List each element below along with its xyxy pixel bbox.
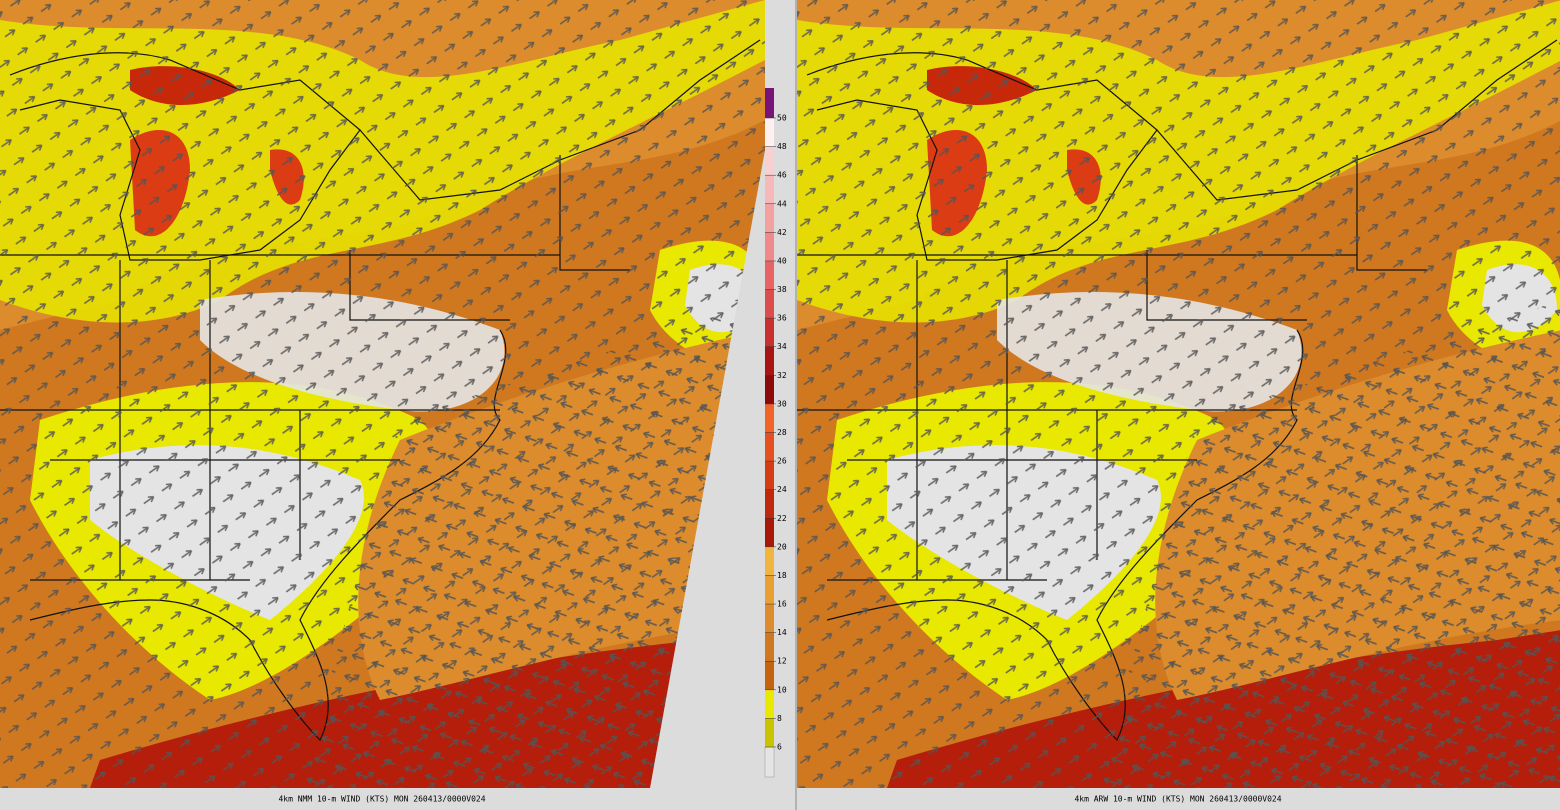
colorbar-label: 26 <box>777 457 787 466</box>
colorbar-segment <box>765 232 774 261</box>
colorbar-label: 48 <box>777 142 787 151</box>
colorbar-label: 18 <box>777 571 787 580</box>
colorbar-segment <box>765 518 774 547</box>
colorbar-segment <box>765 403 774 433</box>
colorbar-segment <box>765 632 774 662</box>
panel-caption: 4km ARW 10-m WIND (KTS) MON 260413/0000V… <box>1074 795 1281 804</box>
colorbar-label: 34 <box>777 342 787 351</box>
colorbar-segment <box>765 689 774 719</box>
colorbar-segment <box>765 432 774 462</box>
colorbar-label: 36 <box>777 314 787 323</box>
colorbar-label: 10 <box>777 685 787 694</box>
colorbar-label: 24 <box>777 485 787 494</box>
colorbar-segment <box>765 346 774 376</box>
colorbar-segment <box>765 661 774 690</box>
colorbar-segment <box>765 146 774 176</box>
colorbar-segment <box>765 546 774 576</box>
panel-caption: 4km NMM 10-m WIND (KTS) MON 260413/0000V… <box>278 795 485 804</box>
map-panel-nmm <box>0 0 765 788</box>
colorbar-label: 20 <box>777 542 787 551</box>
colorbar-segment <box>765 175 774 204</box>
colorbar-label: 30 <box>777 399 787 408</box>
colorbar-label: 46 <box>777 171 787 180</box>
colorbar-label: 50 <box>777 114 787 123</box>
colorbar-segment <box>765 604 774 633</box>
colorbar-label: 40 <box>777 256 787 265</box>
colorbar-segment <box>765 203 774 233</box>
colorbar-label: 44 <box>777 199 787 208</box>
colorbar-label: 16 <box>777 600 787 609</box>
colorbar-segment <box>765 375 774 404</box>
colorbar-label: 14 <box>777 628 787 637</box>
colorbar-segment <box>765 260 774 290</box>
colorbar-label: 8 <box>777 714 782 723</box>
colorbar-segment <box>765 289 774 319</box>
colorbar: 6 8 10 12 14 16 18 20 22 24 26 28 30 32 34 36 38 40 42 44 46… <box>764 88 787 778</box>
colorbar-segment <box>765 88 774 118</box>
colorbar-label: 22 <box>777 514 787 523</box>
colorbar-segment <box>765 489 774 519</box>
colorbar-label: 6 <box>777 743 782 752</box>
colorbar-label: 12 <box>777 657 787 666</box>
colorbar-label: 32 <box>777 371 787 380</box>
colorbar-label: 38 <box>777 285 787 294</box>
colorbar-segment <box>765 575 774 605</box>
colorbar-label: 42 <box>777 228 787 237</box>
colorbar-segment <box>765 461 774 490</box>
colorbar-segment <box>765 318 774 347</box>
map-panel-arw <box>797 0 1560 788</box>
colorbar-segment <box>765 718 774 747</box>
colorbar-segment <box>764 746 775 778</box>
colorbar-segment <box>765 118 774 147</box>
colorbar-label: 28 <box>777 428 787 437</box>
